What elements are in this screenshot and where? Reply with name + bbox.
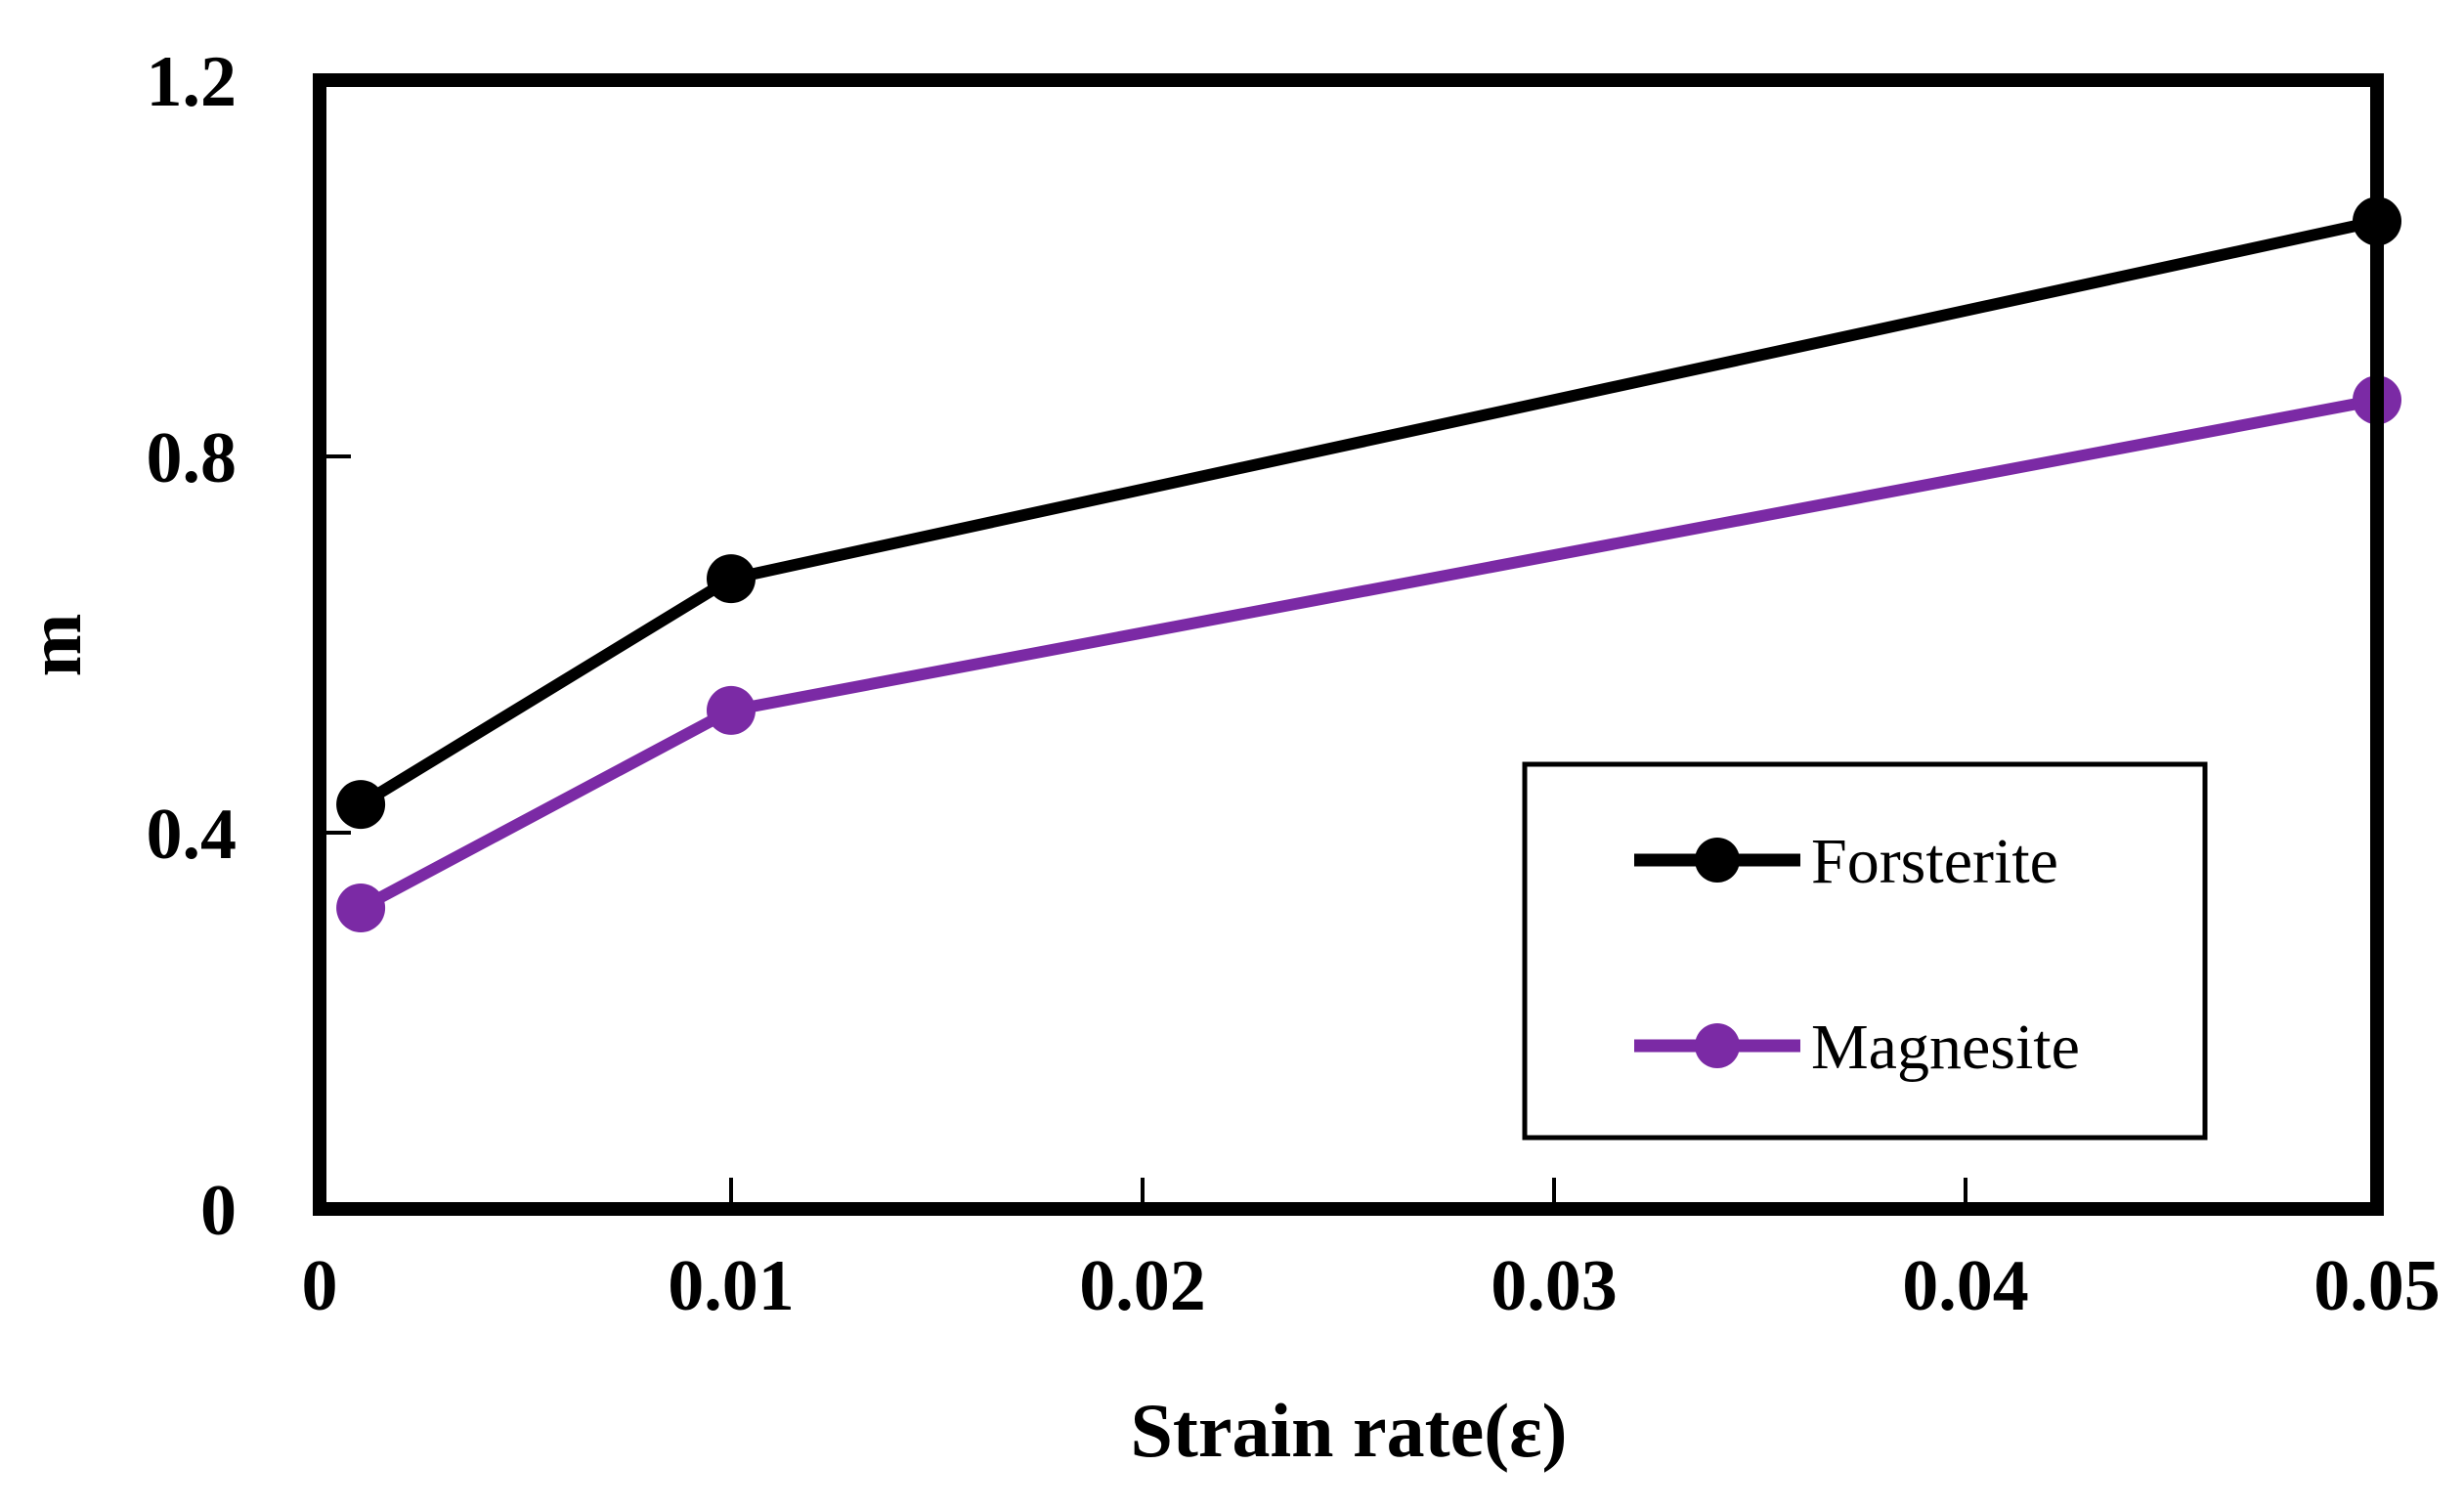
plot-frame bbox=[313, 73, 2384, 1216]
legend-label-forsterite: Forsterite bbox=[1811, 826, 2058, 897]
y-tick-label: 0.8 bbox=[147, 418, 238, 498]
y-tick-label: 1.2 bbox=[147, 42, 238, 122]
legend-marker-magnesite bbox=[1695, 1023, 1740, 1068]
y-tick-label: 0 bbox=[200, 1171, 237, 1251]
legend-marker-forsterite bbox=[1695, 838, 1740, 883]
x-axis-title: Strain rate(ε) bbox=[1130, 1388, 1567, 1473]
legend: Forsterite Magnesite bbox=[1522, 761, 2208, 1141]
legend-label-magnesite: Magnesite bbox=[1811, 1012, 2080, 1083]
x-tick-label: 0 bbox=[302, 1246, 338, 1326]
x-tick-label: 0.04 bbox=[1902, 1246, 2029, 1326]
legend-box bbox=[1522, 761, 2208, 1141]
x-tick-label: 0.03 bbox=[1491, 1246, 1618, 1326]
data-point-magnesite bbox=[707, 685, 756, 735]
data-point-forsterite bbox=[336, 780, 386, 830]
x-tick-label: 0.05 bbox=[2313, 1246, 2441, 1326]
y-axis-title: m bbox=[12, 614, 97, 677]
x-tick-label: 0.02 bbox=[1079, 1246, 1206, 1326]
data-point-magnesite bbox=[336, 884, 386, 932]
x-tick-label: 0.01 bbox=[668, 1246, 795, 1326]
tick-labels-layer: 0 0.01 0.02 0.03 0.04 0.05 0 0.4 0.8 1.2 bbox=[147, 42, 2441, 1326]
data-point-forsterite bbox=[707, 554, 756, 604]
y-tick-label: 0.4 bbox=[147, 795, 238, 875]
